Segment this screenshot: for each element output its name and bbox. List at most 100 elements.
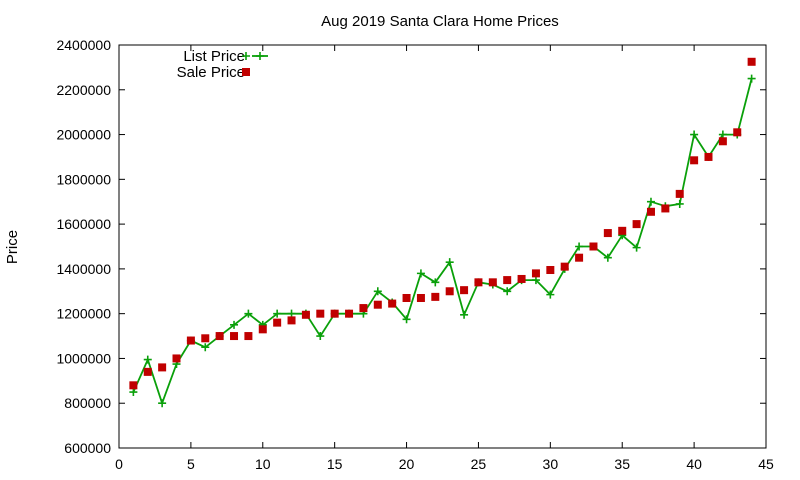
list-price-point: [373, 287, 382, 296]
sale-price-point: [230, 332, 239, 341]
sale-price-point: [460, 286, 469, 295]
sale-price-point: [345, 309, 354, 318]
y-tick-label: 1000000: [56, 350, 111, 366]
sale-price-point: [589, 242, 598, 251]
list-price-line: [132, 78, 753, 405]
list-price-point: [503, 287, 512, 296]
sale-price-point: [646, 207, 655, 216]
x-tick-label: 35: [614, 456, 630, 472]
sale-price-point: [416, 293, 425, 302]
x-axis-ticks: 0 5 10 15 20 25 30 35 40 45: [115, 45, 774, 472]
sale-price-point: [316, 309, 325, 318]
sale-price-point: [273, 318, 282, 327]
list-price-point: [531, 276, 540, 285]
sale-price-point: [301, 310, 310, 319]
sale-price-point: [143, 367, 152, 376]
plot-frame: [118, 44, 767, 449]
list-price-point: [273, 309, 282, 318]
list-price-point: [158, 399, 167, 408]
sale-price-point: [431, 292, 440, 301]
chart-title: Aug 2019 Santa Clara Home Prices: [321, 13, 559, 30]
list-price-point: [646, 197, 655, 206]
x-tick-label: 20: [399, 456, 415, 472]
sale-price-point: [244, 332, 253, 341]
x-tick-label: 40: [686, 456, 702, 472]
sale-price-point: [158, 363, 167, 372]
sale-price-point: [531, 269, 540, 278]
sale-price-point: [215, 332, 224, 341]
list-price-point: [460, 310, 469, 319]
x-tick-label: 25: [471, 456, 487, 472]
sale-price-point: [632, 220, 641, 229]
sale-price-point: [359, 304, 368, 313]
list-price-point: [431, 278, 440, 287]
sale-price-point: [575, 253, 584, 262]
sale-price-point: [330, 309, 339, 318]
plot-border: [118, 44, 767, 449]
y-tick-label: 2000000: [56, 127, 111, 143]
legend-swatch-square: [242, 68, 250, 76]
list-price-point: [416, 269, 425, 278]
y-tick-label: 600000: [64, 440, 111, 456]
sale-price-point: [201, 334, 210, 343]
sale-price-point: [733, 128, 742, 137]
sale-price-point: [129, 381, 138, 390]
list-price-point: [316, 332, 325, 341]
list-price-point: [201, 343, 210, 352]
series-layer: [129, 57, 756, 408]
series-list-price: [129, 74, 756, 408]
y-tick-label: 1800000: [56, 171, 111, 187]
list-price-point: [575, 242, 584, 251]
y-axis-ticks: 600000 800000 1000000 1200000 1400000 1600000…: [56, 37, 766, 456]
sale-price-point: [258, 325, 267, 334]
sale-price-point: [186, 336, 195, 345]
list-price-point: [287, 309, 296, 318]
sale-price-point: [747, 57, 756, 66]
list-price-point: [718, 130, 727, 139]
list-price-point: [402, 315, 411, 324]
sale-price-point: [373, 300, 382, 309]
series-sale-price: [129, 57, 756, 390]
list-price-point: [603, 253, 612, 262]
list-price-point: [129, 388, 138, 397]
x-tick-label: 5: [187, 456, 195, 472]
list-price-point: [230, 320, 239, 329]
list-price-point: [675, 199, 684, 208]
sale-price-point: [661, 204, 670, 213]
sale-price-point: [172, 354, 181, 363]
y-tick-label: 2400000: [56, 37, 111, 53]
x-tick-label: 45: [758, 456, 774, 472]
list-price-point: [747, 74, 756, 83]
y-tick-label: 1400000: [56, 261, 111, 277]
legend-label: Sale Price: [177, 64, 245, 81]
sale-price-point: [517, 274, 526, 283]
sale-price-point: [690, 156, 699, 165]
sale-price-point: [603, 229, 612, 238]
sale-price-point: [287, 316, 296, 325]
x-tick-label: 15: [327, 456, 343, 472]
y-tick-label: 2200000: [56, 82, 111, 98]
sale-price-point: [704, 152, 713, 161]
legend-swatch-plus: [242, 52, 250, 60]
sale-price-point: [488, 278, 497, 287]
sale-price-point: [675, 189, 684, 198]
y-tick-label: 1600000: [56, 216, 111, 232]
sale-price-point: [618, 226, 627, 235]
sale-price-point: [503, 276, 512, 285]
sale-price-point: [474, 278, 483, 287]
legend-label: List Price: [183, 48, 245, 65]
sale-price-point: [546, 266, 555, 275]
list-price-point: [143, 355, 152, 364]
sale-price-point: [445, 287, 454, 296]
sale-price-point: [402, 293, 411, 302]
sale-price-point: [718, 137, 727, 146]
list-price-point: [546, 290, 555, 299]
list-price-point: [632, 243, 641, 252]
y-tick-label: 800000: [64, 395, 111, 411]
x-tick-label: 0: [115, 456, 123, 472]
y-axis-label: Price: [4, 230, 21, 264]
sale-price-point: [560, 262, 569, 271]
x-tick-label: 10: [255, 456, 271, 472]
